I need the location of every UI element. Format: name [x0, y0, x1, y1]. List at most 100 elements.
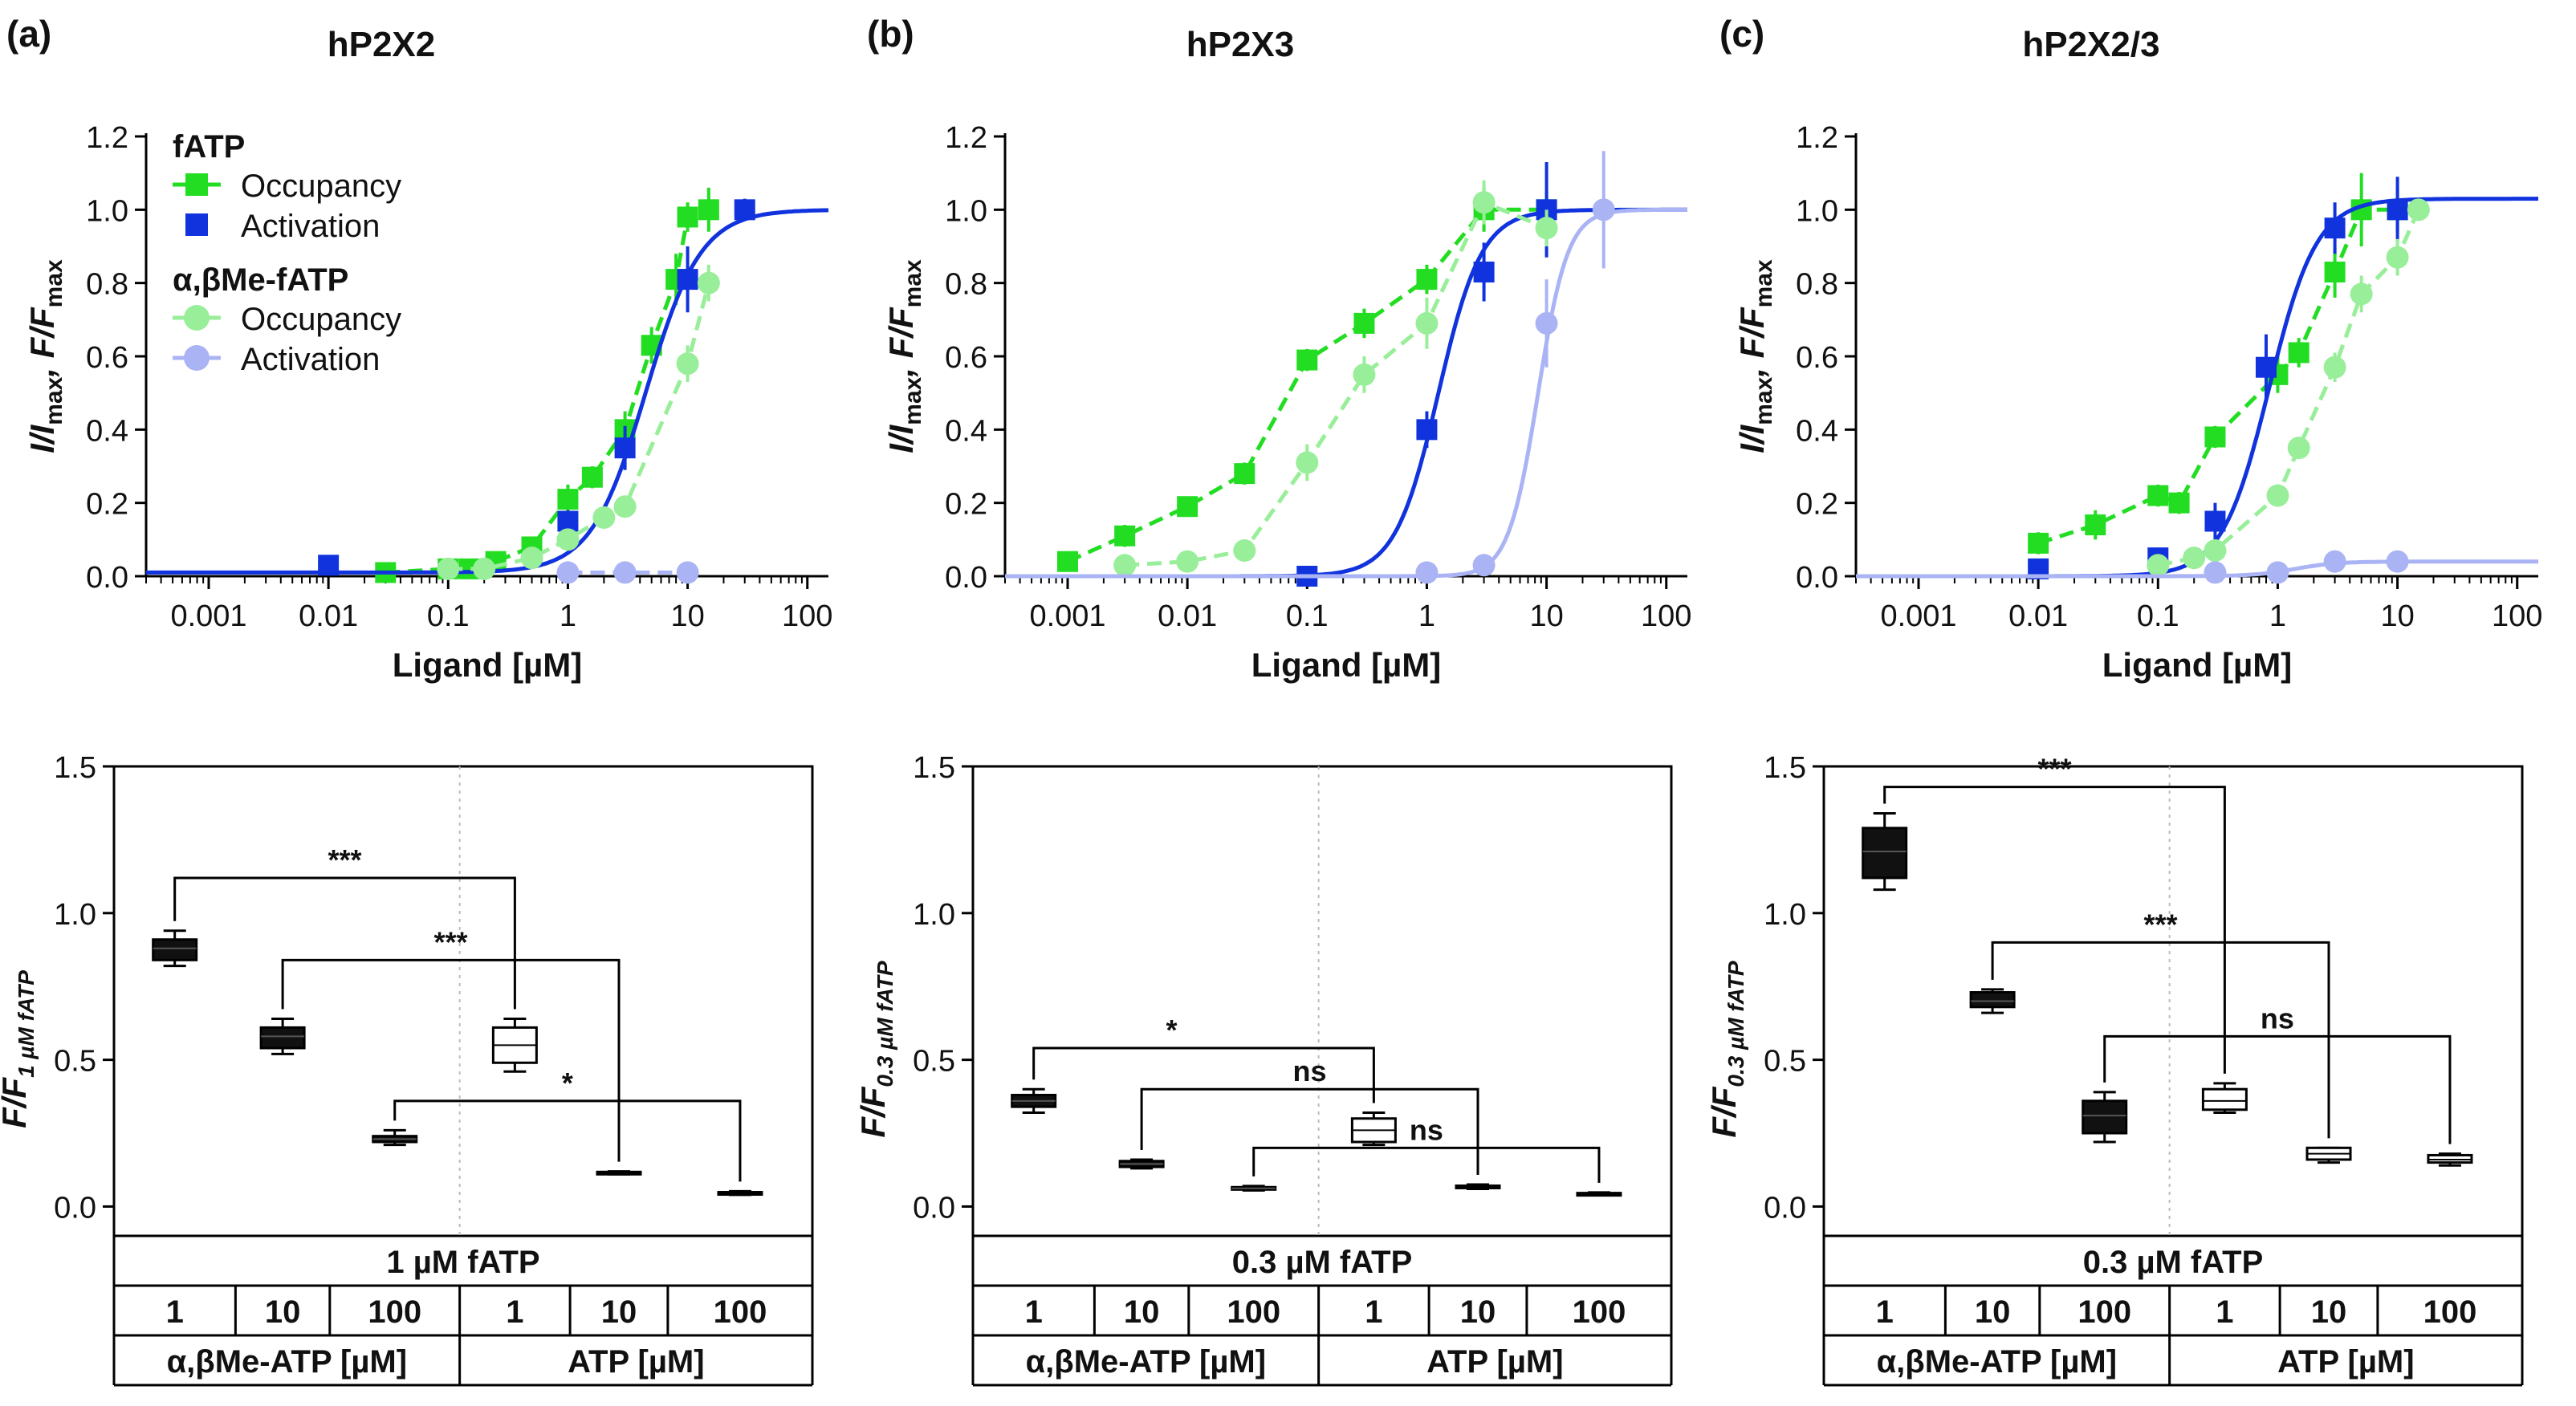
concentration-label: 1	[1025, 1294, 1043, 1330]
data-point	[2324, 217, 2346, 239]
chart-title-b: hP2X3	[1186, 25, 1295, 64]
y-tick-label: 1.5	[54, 751, 96, 785]
legend: fATP Occupancy Activation α,βMe-fATP Occ…	[173, 129, 401, 377]
x-axis-title: Ligand [µM]	[1251, 646, 1441, 684]
significance-bracket: *	[393, 1067, 742, 1182]
significance-label: ***	[2038, 753, 2072, 786]
significance-label: ***	[434, 925, 468, 958]
x-tick-label: 100	[1641, 599, 1691, 633]
plot-frame	[1822, 765, 2524, 1237]
concentration-label: 1	[506, 1294, 523, 1330]
y-axis-title-main: I/I	[882, 424, 920, 453]
box-1	[259, 1017, 306, 1055]
concentration-label: 10	[601, 1294, 637, 1330]
data-point	[1113, 554, 1137, 577]
condition-table: 0.3 µM fATP 1 10 100 1 10 100 α,βMe-ATP [µM] ATP…	[971, 1236, 1673, 1387]
box-body	[1969, 991, 2016, 1009]
concentration-label: 10	[2311, 1294, 2347, 1330]
significance-bracket: ***	[1991, 908, 2330, 1139]
series-2	[437, 264, 720, 580]
x-tick-label: 0.001	[1880, 599, 1956, 633]
data-point	[2028, 532, 2049, 554]
data-point	[2255, 356, 2277, 378]
data-point	[581, 466, 603, 488]
concentration-label: 10	[265, 1294, 301, 1330]
legend-abme-activation-marker	[184, 345, 210, 371]
legend-abme-occupancy-label: Occupancy	[241, 302, 401, 337]
x-tick-label: 10	[2380, 599, 2414, 633]
data-point	[2324, 261, 2346, 282]
significance-label: *	[1166, 1014, 1178, 1046]
x-tick-label: 1	[560, 599, 576, 633]
y-tick-label: 0.5	[1764, 1045, 1806, 1079]
data-point	[677, 206, 698, 228]
box-body	[2082, 1099, 2128, 1135]
panel-label-c: (c)	[1719, 13, 1764, 55]
series-1	[146, 198, 829, 576]
series-2	[1113, 180, 1558, 577]
concentration-label: 100	[1227, 1294, 1280, 1330]
x-tick-label: 0.1	[427, 599, 470, 633]
bracket-line	[2103, 1034, 2452, 1144]
y-axis-title-sub: max	[1751, 259, 1777, 307]
concentration-label: 1	[166, 1294, 184, 1330]
legend-fatp-occupancy-label: Occupancy	[241, 169, 401, 204]
data-point	[2350, 282, 2373, 306]
data-point	[2204, 510, 2226, 532]
data-point	[2147, 554, 2170, 577]
box-0	[1011, 1087, 1057, 1114]
box-2	[1231, 1185, 1277, 1192]
data-point	[1473, 261, 1495, 282]
y-axis-title-main: F/F	[854, 1086, 892, 1137]
dose-response-plot-c: 0.0 0.2 0.4 0.6 0.8 1.0 1.2 0.001 0.01 0.1 1 10 100 L…	[1733, 121, 2542, 684]
box-2	[372, 1128, 418, 1147]
y-tick-label: 0.5	[913, 1045, 955, 1079]
x-tick-label: 0.001	[170, 599, 246, 633]
significance-label: ns	[1410, 1113, 1443, 1146]
y-tick-label: 1.0	[1764, 898, 1806, 932]
condition-table: 0.3 µM fATP 1 10 100 1 10 100 α,βMe-ATP [µM] ATP…	[1822, 1236, 2524, 1387]
chart-title-c: hP2X2/3	[2022, 25, 2159, 64]
data-point	[614, 437, 636, 459]
box-5	[717, 1189, 763, 1197]
data-point	[2147, 485, 2169, 506]
series-0	[375, 187, 719, 583]
panel-label-a: (a)	[6, 13, 51, 55]
group-label-abme-atp: α,βMe-ATP [µM]	[1026, 1344, 1266, 1380]
legend-group-abme: α,βMe-fATP	[173, 262, 348, 298]
fit-curve	[1005, 207, 1687, 579]
series-2	[2147, 198, 2430, 577]
y-tick-label: 1.5	[1764, 751, 1806, 785]
data-point	[2287, 437, 2310, 460]
significance-label: *	[562, 1067, 573, 1099]
box-4	[596, 1170, 642, 1176]
box-1	[1969, 988, 2016, 1014]
data-point	[437, 557, 460, 580]
bracket-line	[173, 876, 516, 1010]
concentration-label: 10	[1124, 1294, 1160, 1330]
data-point	[592, 506, 616, 529]
data-point	[2204, 561, 2227, 584]
x-axis-title: Ligand [µM]	[393, 646, 582, 684]
y-tick-label: 0.6	[86, 341, 128, 375]
box-5	[1576, 1191, 1622, 1197]
y-tick-label: 1.0	[945, 194, 987, 228]
data-point	[1176, 550, 1199, 573]
concentration-label: 100	[1573, 1294, 1626, 1330]
y-axis-title-sub: max	[41, 376, 67, 425]
y-axis-title-main: I/I	[23, 424, 61, 453]
y-axis-title-sub: 1 µM fATP	[14, 970, 39, 1078]
bracket-line	[1991, 941, 2330, 1139]
data-point	[1056, 551, 1078, 572]
y-tick-label: 1.2	[86, 121, 128, 155]
x-tick-label: 1	[1418, 599, 1435, 633]
series-3	[556, 561, 699, 584]
data-point	[1415, 561, 1439, 584]
box-5	[2427, 1152, 2473, 1167]
data-point	[1535, 217, 1558, 240]
y-tick-label: 1.5	[913, 751, 955, 785]
data-point	[2288, 342, 2309, 364]
significance-bracket: ns	[1252, 1113, 1601, 1183]
data-point	[1114, 525, 1136, 547]
